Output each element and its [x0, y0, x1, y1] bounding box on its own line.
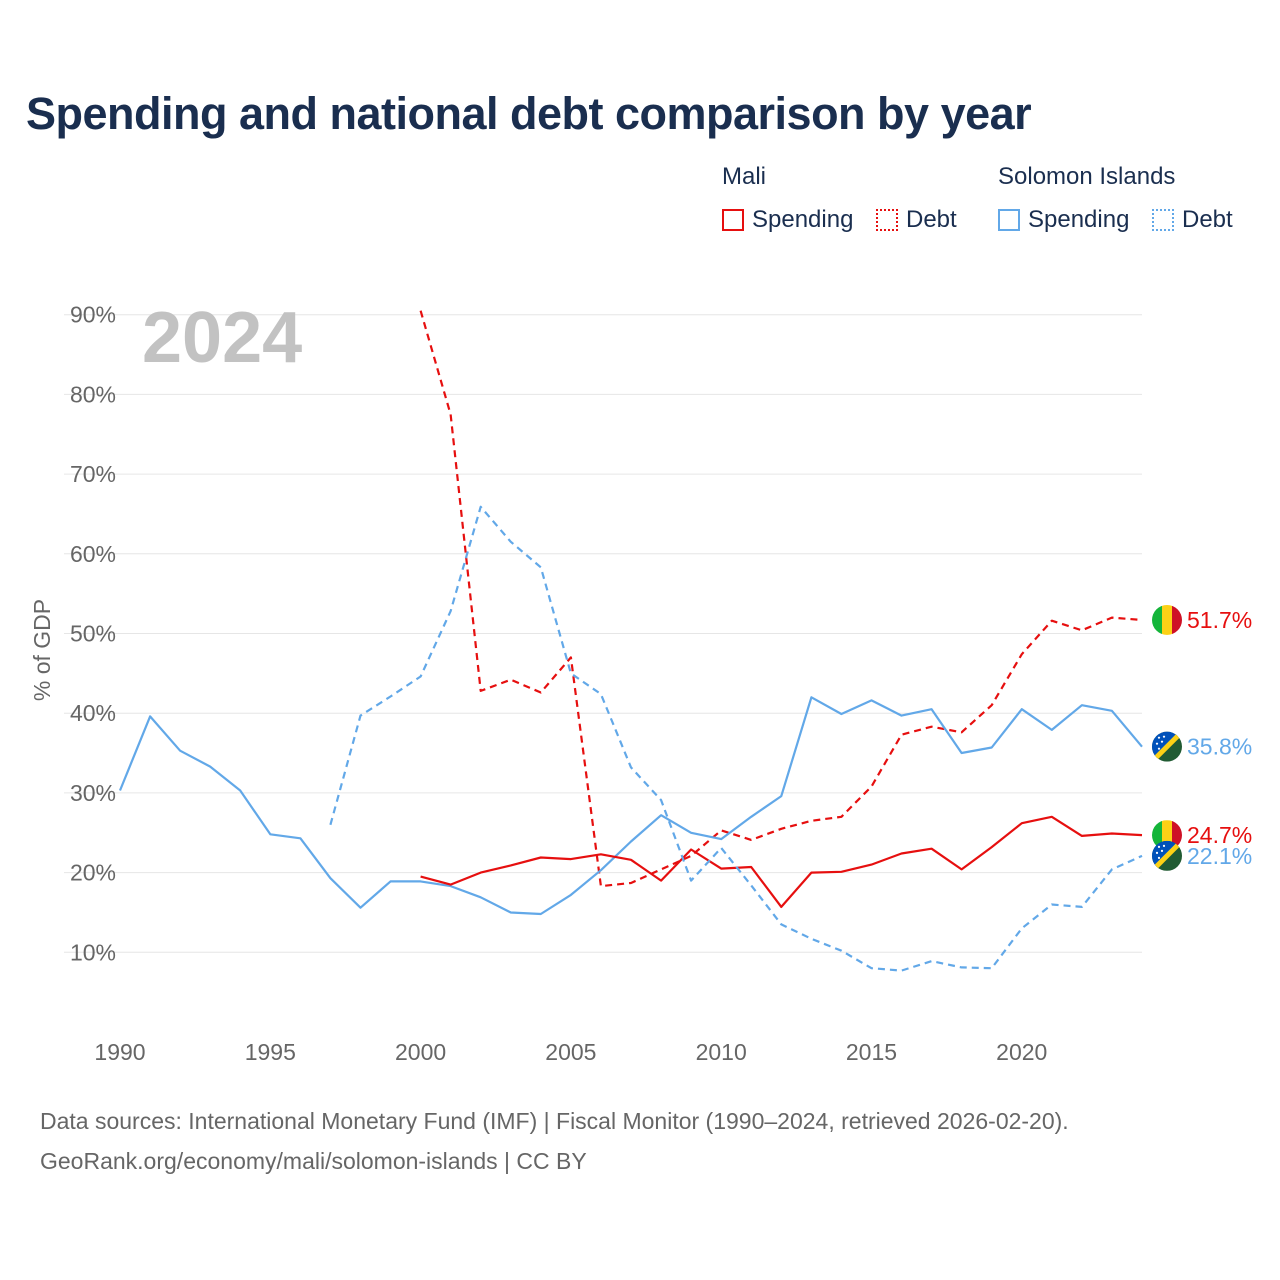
x-tick-label: 2020: [996, 1039, 1047, 1065]
y-tick-label: 90%: [70, 302, 116, 328]
end-value-label: 22.1%: [1187, 843, 1252, 869]
y-tick-label: 70%: [70, 461, 116, 487]
x-tick-label: 2000: [395, 1039, 446, 1065]
y-tick-label: 80%: [70, 381, 116, 407]
y-tick-label: 20%: [70, 860, 116, 886]
legend-label: Spending: [1028, 206, 1130, 233]
mali-flag-icon: [1152, 604, 1182, 635]
y-tick-label: 10%: [70, 939, 116, 965]
chart-title: Spending and national debt comparison by…: [26, 88, 1032, 139]
legend-group-solomon: Solomon Islands: [998, 163, 1176, 190]
line-chart: 10% 20% 30% 40% 50% 60% 70% 80% 90% 2024 1990 1995 2…: [29, 298, 1252, 1065]
year-watermark: 2024: [142, 298, 302, 378]
x-tick-label: 1990: [94, 1039, 145, 1065]
solomon-islands-flag-icon: [1152, 840, 1182, 871]
mali-flag-icon: [1152, 820, 1182, 851]
x-tick-label: 2005: [545, 1039, 596, 1065]
legend-label: Debt: [906, 206, 957, 233]
y-tick-label: 60%: [70, 541, 116, 567]
end-value-label: 24.7%: [1187, 822, 1252, 848]
legend-group-mali: Mali: [722, 163, 767, 190]
legend-swatch-dotted-icon: [876, 209, 898, 231]
solomon-islands-flag-icon: [1152, 731, 1182, 762]
legend-solomon-spending[interactable]: Spending: [998, 205, 1129, 235]
legend-swatch-solid-icon: [998, 209, 1020, 231]
legend-mali-spending[interactable]: Spending: [722, 205, 853, 235]
series-line-mali-debt: [419, 310, 1143, 888]
x-tick-label: 2015: [846, 1039, 897, 1065]
legend-swatch-solid-icon: [722, 209, 744, 231]
legend-mali-debt[interactable]: Debt: [876, 205, 957, 235]
y-tick-label: 40%: [70, 700, 116, 726]
series-line-solomon-islands-spending: [118, 696, 1143, 916]
footer-sources: Data sources: International Monetary Fun…: [40, 1108, 1069, 1134]
y-tick-label: 50%: [70, 621, 116, 647]
legend-swatch-dotted-icon: [1152, 209, 1174, 231]
series-line-mali-spending: [420, 815, 1143, 909]
footer-attribution: GeoRank.org/economy/mali/solomon-islands…: [40, 1148, 587, 1174]
x-tick-label: 2010: [696, 1039, 747, 1065]
end-value-label: 51.7%: [1187, 607, 1252, 633]
y-tick-label: 30%: [70, 780, 116, 806]
x-tick-label: 1995: [245, 1039, 296, 1065]
series-line-solomon-islands-debt: [329, 505, 1143, 972]
legend-solomon-debt[interactable]: Debt: [1152, 205, 1233, 235]
end-value-label: 35.8%: [1187, 734, 1252, 760]
legend-label: Debt: [1182, 206, 1233, 233]
y-axis-label: % of GDP: [29, 599, 55, 701]
legend-label: Spending: [752, 206, 854, 233]
